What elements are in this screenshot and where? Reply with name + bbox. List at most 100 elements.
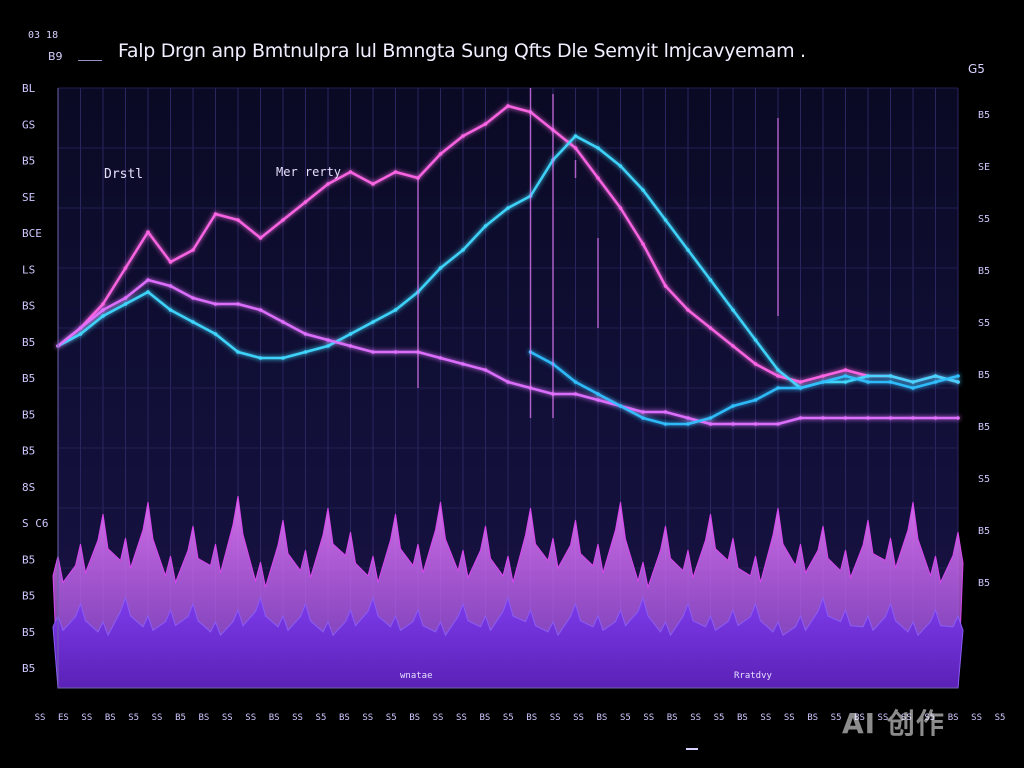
series-point-2 (438, 356, 443, 360)
line-layer (56, 104, 960, 426)
x-tick: SS (690, 713, 701, 723)
series-point-2 (573, 392, 578, 396)
x-tick: SS (643, 713, 654, 723)
series-point-2 (371, 350, 375, 354)
series-point-0 (641, 242, 645, 246)
series-point-0 (101, 302, 105, 306)
corner-label-top-left: 03 18 (28, 30, 59, 41)
series-point-2 (956, 416, 960, 420)
y-tick-left: S C6 (22, 517, 49, 530)
x-tick: SS (550, 713, 561, 723)
area-series-1 (52, 596, 964, 689)
y-tick-left: B5 (22, 590, 35, 603)
series-point-3 (573, 380, 578, 384)
series-point-1 (866, 374, 870, 378)
x-tick: BS (737, 713, 748, 723)
series-point-1 (956, 380, 960, 384)
x-tick: S5 (503, 713, 514, 723)
y-tick-right: S5 (978, 214, 990, 225)
y-tick-left: B5 (22, 336, 35, 349)
series-point-0 (146, 230, 150, 234)
series-point-2 (168, 284, 173, 288)
series-point-1 (888, 374, 893, 378)
x-tick: BS (339, 713, 350, 723)
x-tick: BS (526, 713, 537, 723)
series-point-0 (461, 134, 465, 138)
corner-label-left: B9 (48, 50, 63, 63)
area-layer (52, 495, 964, 689)
series-point-1 (123, 302, 128, 306)
series-point-0 (573, 146, 578, 150)
x-tick: BS (667, 713, 678, 723)
series-point-0 (258, 236, 263, 240)
annotation-3: Rratdvy (734, 671, 773, 681)
series-point-3 (798, 386, 803, 390)
series-point-3 (596, 392, 600, 396)
series-point-1 (686, 248, 690, 252)
series-point-0 (483, 122, 488, 126)
x-tick: SS (35, 713, 46, 723)
x-tick: S5 (714, 713, 725, 723)
series-point-0 (663, 284, 668, 288)
series-point-0 (438, 152, 443, 156)
annotation-2: wnatae (400, 671, 433, 681)
series-point-2 (708, 422, 713, 426)
x-tick: BS (597, 713, 608, 723)
series-point-0 (236, 218, 240, 222)
series-point-2 (101, 308, 105, 312)
series-point-3 (843, 374, 848, 378)
series-point-1 (78, 332, 83, 336)
x-tick: S5 (128, 713, 139, 723)
series-point-1 (348, 332, 353, 336)
series-point-2 (753, 422, 758, 426)
x-tick: S5 (620, 713, 631, 723)
series-point-1 (731, 308, 735, 312)
y-tick-right: B5 (978, 266, 990, 277)
series-point-1 (281, 356, 285, 360)
y-tick-left: SE (22, 191, 35, 204)
x-tick: BS (198, 713, 209, 723)
series-point-0 (191, 248, 195, 252)
series-point-1 (708, 278, 713, 282)
x-tick: BS (807, 713, 818, 723)
y-tick-left: 8S (22, 481, 35, 494)
x-tick: SS (245, 713, 256, 723)
series-point-2 (596, 398, 600, 402)
series-point-0 (348, 170, 353, 174)
series-point-3 (731, 404, 735, 408)
y-tick-right: B5 (978, 422, 990, 433)
x-tick: BS (269, 713, 280, 723)
x-tick: BS (948, 713, 959, 723)
x-tick: ES (58, 713, 69, 723)
series-point-1 (146, 290, 150, 294)
series-point-3 (866, 380, 870, 384)
series-point-1 (618, 164, 623, 168)
series-point-3 (821, 380, 825, 384)
series-point-0 (213, 212, 218, 216)
y-tick-left: BS (22, 300, 35, 313)
series-point-1 (213, 332, 218, 336)
y-tick-left: BL (22, 82, 36, 95)
x-tick: SS (456, 713, 467, 723)
annotation-layer: Drstl Mer rerty wnatae Rratdvy (104, 165, 773, 681)
series-point-3 (776, 386, 780, 390)
series-point-3 (753, 398, 758, 402)
series-point-1 (258, 356, 263, 360)
x-tick: SS (362, 713, 373, 723)
y-tick-right: B5 (978, 526, 990, 537)
series-point-0 (123, 266, 128, 270)
y-tick-left: BCE (22, 227, 42, 240)
x-tick: BS (479, 713, 490, 723)
series-point-1 (911, 380, 915, 384)
series-point-2 (866, 416, 870, 420)
series-point-1 (663, 218, 668, 222)
y-tick-left: LS (22, 263, 35, 276)
series-point-3 (933, 380, 938, 384)
y-tick-left: B5 (22, 626, 35, 639)
y-tick-left: B5 (22, 155, 35, 168)
x-tick: SS (760, 713, 771, 723)
y-tick-right: B5 (978, 578, 990, 589)
x-axis: SS ES SS BS S5 SS B5 BS SS SS BS SS S5 BS SS S5 BS SS SS BS… (35, 713, 1006, 723)
series-point-2 (78, 326, 83, 330)
series-point-0 (393, 170, 398, 174)
